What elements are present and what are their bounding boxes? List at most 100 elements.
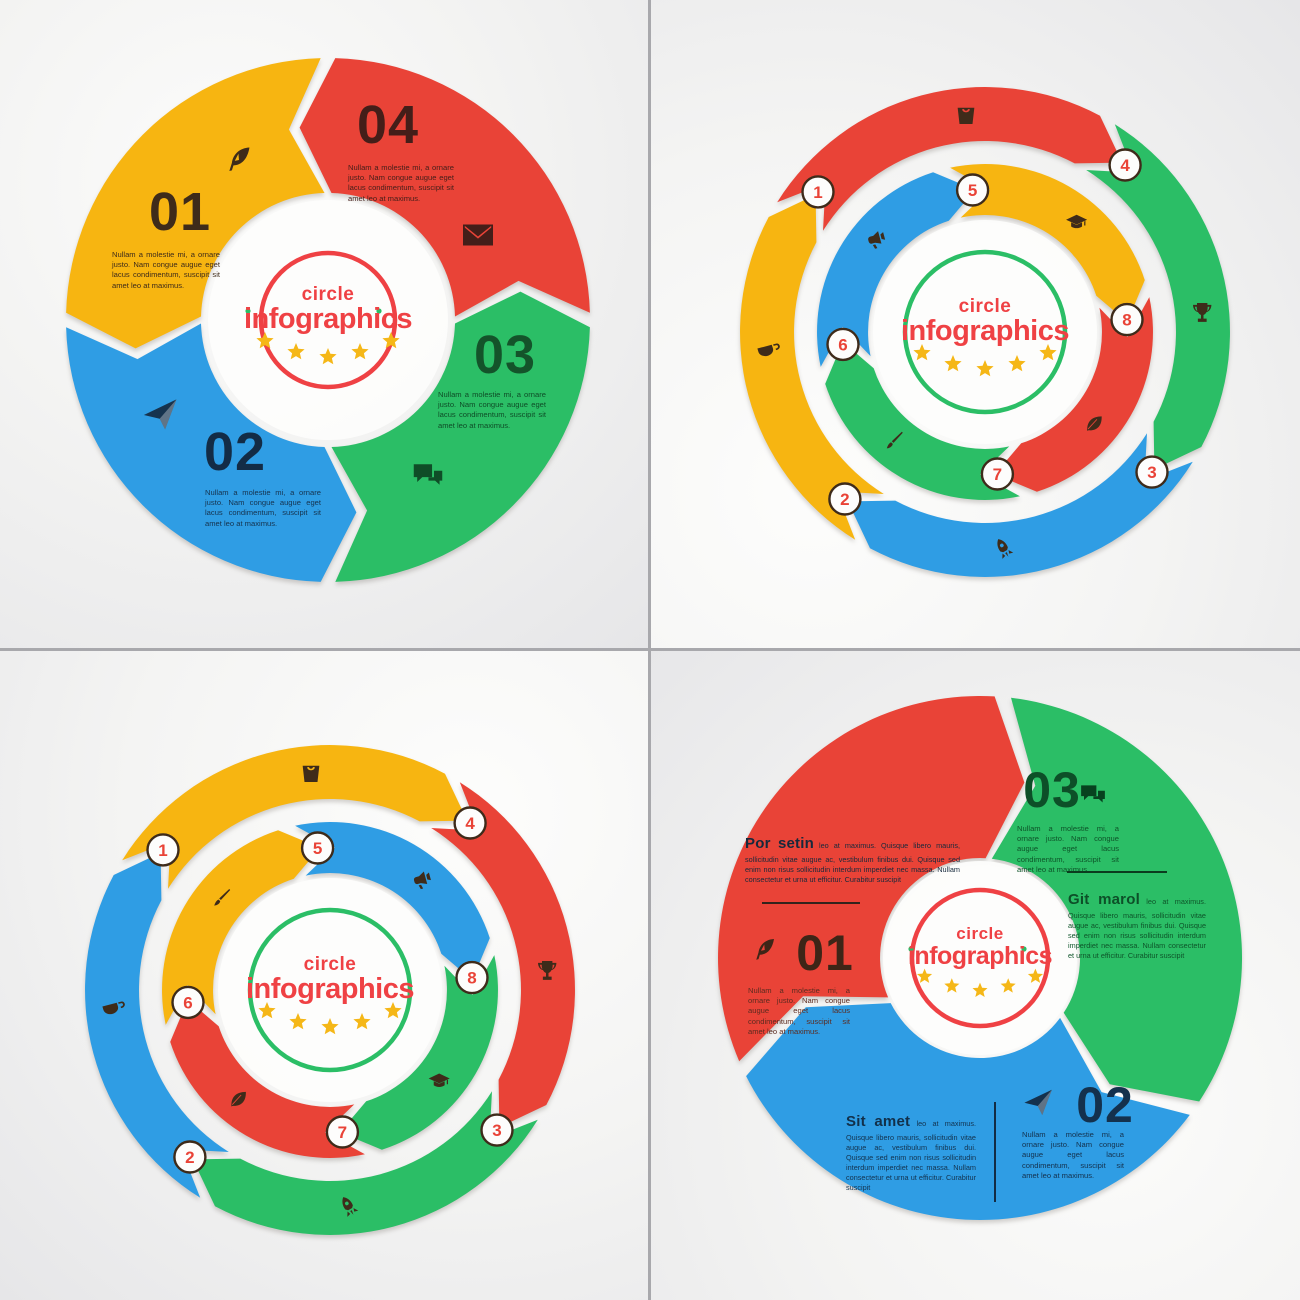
step-text-03: Nullam a molestie mi, a ornare justo. Na… — [1017, 824, 1119, 874]
star-icon — [1008, 355, 1026, 372]
step-badge: 6 — [826, 327, 860, 362]
envelope-icon — [463, 224, 493, 246]
star-icon — [321, 1018, 339, 1035]
divider-line — [994, 1102, 996, 1202]
block-heading: Sit amet — [846, 1113, 911, 1130]
step-badge: 1 — [801, 175, 835, 209]
step-badge: 3 — [480, 1113, 514, 1147]
step-number-03: 03 — [1023, 762, 1081, 818]
cycle-segment — [299, 58, 590, 317]
star-icon — [944, 978, 960, 993]
panel-eight-step-cycle-b: 1 4 3 2 5 8 7 6 circle infographics — [0, 650, 650, 1300]
panel-divider-horizontal — [0, 648, 1300, 651]
step-number-03: 03 — [473, 325, 537, 385]
star-icon — [1027, 968, 1043, 983]
step-text-02: Nullam a molestie mi, a ornare justo. Na… — [205, 488, 321, 528]
block-body: leo at maximus. Quisque libero mauris, s… — [846, 1119, 977, 1192]
step-badge: 6 — [171, 985, 205, 1020]
star-icon — [287, 343, 305, 360]
ring-segment — [950, 164, 1145, 323]
block-body: leo at maximus. Quisque libero mauris, s… — [1068, 897, 1206, 960]
star-icon — [944, 355, 962, 372]
step-number-02: 02 — [203, 422, 267, 482]
star-icon — [256, 332, 274, 349]
ring-segment — [777, 87, 1123, 231]
i-dot — [245, 308, 251, 314]
panel-four-step-cycle: 01 Nullam a molestie mi, a ornare justo.… — [0, 0, 650, 650]
step-badge: 3 — [1135, 455, 1169, 489]
center-word-infographics: infographics — [245, 973, 415, 1005]
center-ring — [909, 887, 1051, 1029]
ring-segment — [295, 822, 490, 981]
step-badge: 7 — [325, 1115, 360, 1149]
star-icon — [289, 1013, 307, 1030]
center-word-circle: circle — [301, 284, 355, 305]
ring-segment — [817, 172, 976, 367]
star-icon — [1039, 344, 1057, 361]
step-badge: 8 — [1110, 302, 1144, 337]
i-dot — [376, 308, 382, 314]
badge-number: 7 — [993, 465, 1002, 484]
center-word-circle: circle — [303, 954, 357, 975]
center-disc — [208, 200, 448, 440]
ring-segment — [85, 852, 229, 1198]
step-badge: 4 — [453, 806, 487, 840]
divider-line — [1067, 871, 1167, 873]
ring-segment — [740, 194, 884, 540]
badge-number: 8 — [467, 969, 476, 988]
ring-segment — [339, 955, 498, 1150]
step-badge: 1 — [146, 833, 180, 867]
step-badge: 7 — [980, 457, 1015, 491]
badge-number: 5 — [313, 839, 322, 858]
star-icon — [384, 1002, 402, 1019]
badge-number: 3 — [1147, 463, 1156, 482]
center-ring — [258, 250, 398, 390]
star-icon — [351, 343, 369, 360]
ring-segment — [162, 830, 321, 1025]
ring-segment — [431, 782, 575, 1128]
ring-segment — [847, 433, 1193, 577]
cycle-segment — [991, 697, 1243, 1102]
step-badge: 2 — [173, 1140, 207, 1174]
ring-segment — [192, 1091, 538, 1235]
ring-segment — [170, 999, 365, 1158]
cycle-segment — [331, 291, 590, 582]
divider-line — [762, 902, 860, 904]
badge-number: 6 — [838, 336, 847, 355]
badge-number: 5 — [968, 181, 977, 200]
block-sit-amet: Sit amet leo at maximus. Quisque libero … — [846, 1112, 976, 1193]
center-word-infographics: infographics — [243, 303, 413, 335]
star-icon — [1000, 978, 1016, 993]
star-icon — [917, 968, 933, 983]
step-text-01: Nullam a molestie mi, a ornare justo. Na… — [748, 986, 850, 1036]
star-icon — [913, 344, 931, 361]
cycle-segment — [66, 323, 357, 582]
center-word-circle: circle — [958, 296, 1012, 317]
star-icon — [258, 1002, 276, 1019]
badge-number: 2 — [185, 1148, 194, 1167]
center-word-circle: circle — [956, 924, 1004, 943]
ring-segment — [122, 745, 468, 889]
cycle-segment — [66, 58, 325, 349]
panel-three-step-cycle: Por setin leo at maximus. Quisque libero… — [650, 650, 1300, 1300]
center-ring — [247, 907, 413, 1073]
star-icon — [353, 1013, 371, 1030]
shopping-bag-icon — [957, 107, 975, 125]
badge-number: 6 — [183, 994, 192, 1013]
step-text-01: Nullam a molestie mi, a ornare justo. Na… — [112, 250, 220, 290]
step-badge: 8 — [455, 960, 489, 995]
step-badge: 5 — [300, 831, 335, 865]
panel-eight-step-cycle-a: 1 4 3 2 5 8 7 6 circle infographics — [650, 0, 1300, 650]
i-dot — [908, 946, 914, 952]
step-text-03: Nullam a molestie mi, a ornare justo. Na… — [438, 390, 546, 430]
block-heading: Por setin — [745, 835, 814, 852]
ring-segment — [1086, 124, 1230, 470]
badge-number: 8 — [1122, 311, 1131, 330]
block-git-marol: Git marol leo at maximus. Quisque libero… — [1068, 890, 1206, 961]
ring-segment — [994, 297, 1153, 492]
center-ring — [902, 249, 1068, 415]
cycle-segment — [718, 695, 1025, 1062]
step-number-01: 01 — [148, 182, 212, 242]
center-word-infographics: infographics — [907, 942, 1053, 970]
